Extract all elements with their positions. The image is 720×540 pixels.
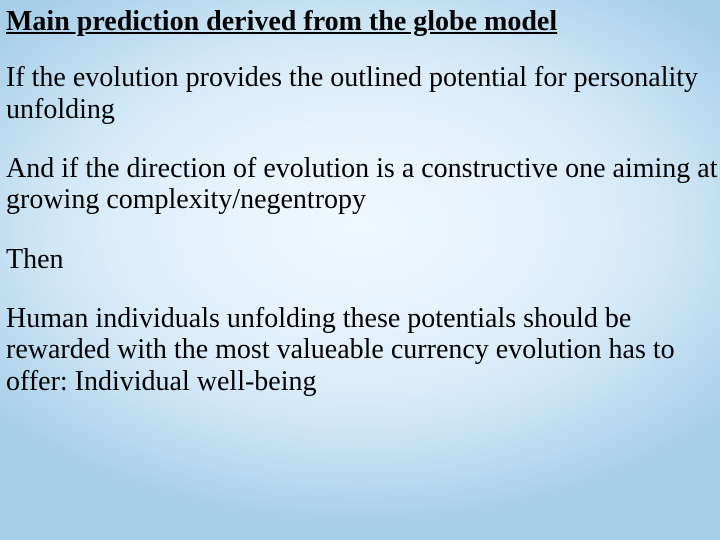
slide-title: Main prediction derived from the globe m…: [6, 6, 720, 38]
slide: Main prediction derived from the globe m…: [0, 0, 720, 540]
paragraph-4: Human individuals unfolding these potent…: [6, 303, 720, 397]
paragraph-3: Then: [6, 244, 720, 275]
paragraph-2: And if the direction of evolution is a c…: [6, 153, 720, 216]
paragraph-1: If the evolution provides the outlined p…: [6, 62, 720, 125]
